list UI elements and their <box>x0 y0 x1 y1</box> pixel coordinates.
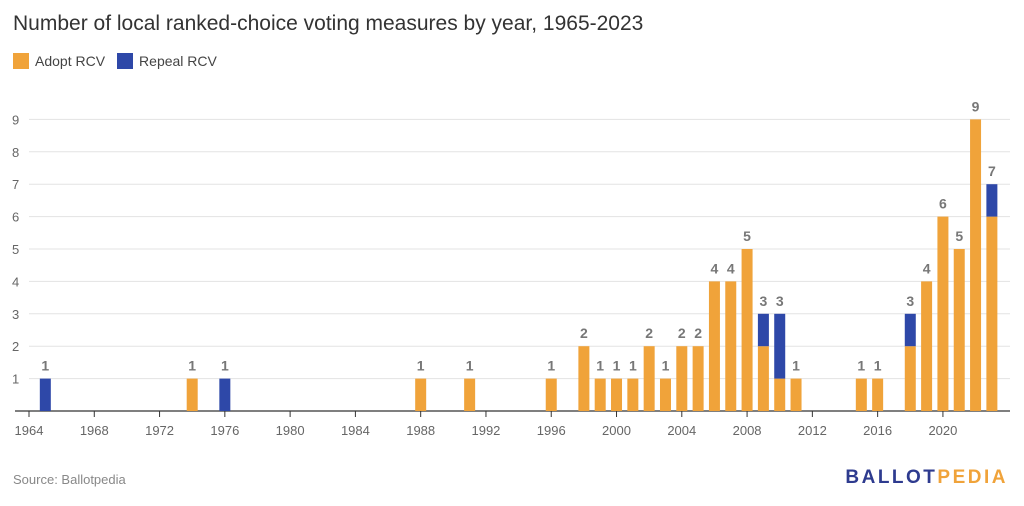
bar-adopt-2019 <box>921 281 933 411</box>
x-tick-label-1976: 1976 <box>210 423 239 438</box>
bar-adopt-1991 <box>464 378 476 411</box>
bar-adopt-2021 <box>953 249 965 411</box>
bar-adopt-2001 <box>627 378 639 411</box>
data-label-2011: 1 <box>792 358 800 374</box>
data-label-2019: 4 <box>923 260 931 276</box>
data-label-2005: 2 <box>694 325 702 341</box>
data-label-1991: 1 <box>466 358 474 374</box>
data-label-2001: 1 <box>629 358 637 374</box>
data-label-1988: 1 <box>417 358 425 374</box>
y-tick-label-3: 3 <box>12 307 19 322</box>
bar-adopt-2007 <box>725 281 737 411</box>
x-tick-label-2016: 2016 <box>863 423 892 438</box>
data-label-1998: 2 <box>580 325 588 341</box>
bar-adopt-2016 <box>872 378 884 411</box>
data-label-2022: 9 <box>972 98 980 114</box>
y-tick-label-8: 8 <box>12 145 19 160</box>
data-label-2023: 7 <box>988 163 996 179</box>
chart-title: Number of local ranked-choice voting mea… <box>13 12 644 35</box>
data-label-2004: 2 <box>678 325 686 341</box>
logo-text-ballot: BALLOT <box>845 467 938 488</box>
bar-adopt-2022 <box>970 119 982 412</box>
y-tick-label-9: 9 <box>12 112 19 127</box>
bar-adopt-1988 <box>415 378 427 411</box>
x-tick-label-1988: 1988 <box>406 423 435 438</box>
y-tick-label-2: 2 <box>12 339 19 354</box>
bar-adopt-2000 <box>611 378 623 411</box>
legend-label-repeal: Repeal RCV <box>139 53 217 69</box>
data-label-1965: 1 <box>41 358 49 374</box>
legend-label-adopt: Adopt RCV <box>35 53 106 69</box>
data-label-2018: 3 <box>906 293 914 309</box>
data-label-1996: 1 <box>547 358 555 374</box>
x-tick-label-2004: 2004 <box>667 423 696 438</box>
x-tick-label-1984: 1984 <box>341 423 370 438</box>
bar-repeal-2018 <box>904 313 916 347</box>
x-tick-label-1968: 1968 <box>80 423 109 438</box>
data-label-2009: 3 <box>760 293 768 309</box>
bar-adopt-2023 <box>986 216 998 411</box>
bar-adopt-1974 <box>186 378 198 411</box>
data-label-2021: 5 <box>955 228 963 244</box>
data-label-2002: 2 <box>645 325 653 341</box>
x-tick-label-2020: 2020 <box>928 423 957 438</box>
bar-repeal-2009 <box>757 313 769 347</box>
legend: Adopt RCV Repeal RCV <box>13 53 229 69</box>
data-label-2003: 1 <box>662 358 670 374</box>
bar-adopt-2010 <box>774 378 786 411</box>
bar-adopt-2018 <box>904 346 916 411</box>
bar-adopt-2008 <box>741 249 753 411</box>
bar-adopt-2011 <box>790 378 802 411</box>
y-tick-label-6: 6 <box>12 210 19 225</box>
bar-adopt-1998 <box>578 346 590 411</box>
legend-item-adopt[interactable]: Adopt RCV <box>13 53 105 69</box>
bar-repeal-1965 <box>39 378 51 411</box>
x-tick-label-2012: 2012 <box>798 423 827 438</box>
source-note: Source: Ballotpedia <box>13 472 126 487</box>
y-tick-label-7: 7 <box>12 177 19 192</box>
y-tick-label-5: 5 <box>12 242 19 257</box>
y-tick-label-1: 1 <box>12 372 19 387</box>
x-tick-label-2000: 2000 <box>602 423 631 438</box>
bar-repeal-1976 <box>219 378 231 411</box>
data-label-2000: 1 <box>613 358 621 374</box>
x-tick-label-1996: 1996 <box>537 423 566 438</box>
data-label-2010: 3 <box>776 293 784 309</box>
x-tick-label-1980: 1980 <box>276 423 305 438</box>
legend-swatch-repeal <box>117 53 134 69</box>
bar-adopt-2006 <box>708 281 720 411</box>
bar-adopt-2020 <box>937 216 949 411</box>
data-label-2006: 4 <box>711 260 719 276</box>
x-tick-label-2008: 2008 <box>733 423 762 438</box>
bar-adopt-1996 <box>545 378 557 411</box>
ballotpedia-logo[interactable]: BALLOTPEDIA <box>845 467 1008 489</box>
legend-swatch-adopt <box>13 53 29 69</box>
x-tick-label-1992: 1992 <box>471 423 500 438</box>
data-label-1976: 1 <box>221 358 229 374</box>
x-tick-label-1972: 1972 <box>145 423 174 438</box>
x-tick-label-1964: 1964 <box>15 423 44 438</box>
bar-adopt-2009 <box>757 346 769 411</box>
bar-adopt-2004 <box>676 346 688 411</box>
logo-text-pedia: PEDIA <box>937 467 1008 488</box>
data-label-2008: 5 <box>743 228 751 244</box>
bar-repeal-2023 <box>986 184 998 217</box>
data-label-2007: 4 <box>727 260 735 276</box>
bar-adopt-1999 <box>594 378 606 411</box>
bar-adopt-2005 <box>692 346 704 411</box>
bar-repeal-2010 <box>774 313 786 379</box>
bar-adopt-2003 <box>659 378 671 411</box>
data-label-2020: 6 <box>939 196 947 212</box>
data-label-1999: 1 <box>596 358 604 374</box>
y-tick-label-4: 4 <box>12 274 19 289</box>
data-label-2016: 1 <box>874 358 882 374</box>
legend-item-repeal[interactable]: Repeal RCV <box>117 53 217 69</box>
data-label-1974: 1 <box>188 358 196 374</box>
bar-adopt-2015 <box>855 378 867 411</box>
bar-adopt-2002 <box>643 346 655 411</box>
data-label-2015: 1 <box>857 358 865 374</box>
